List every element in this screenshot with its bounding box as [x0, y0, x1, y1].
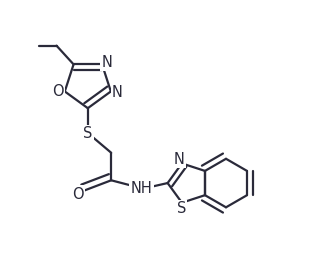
Text: N: N: [112, 85, 123, 100]
Text: S: S: [177, 201, 186, 216]
Text: O: O: [52, 84, 64, 99]
Text: S: S: [83, 126, 93, 141]
Text: NH: NH: [131, 181, 152, 196]
Text: O: O: [72, 187, 84, 201]
Text: N: N: [101, 55, 112, 70]
Text: N: N: [174, 152, 185, 167]
